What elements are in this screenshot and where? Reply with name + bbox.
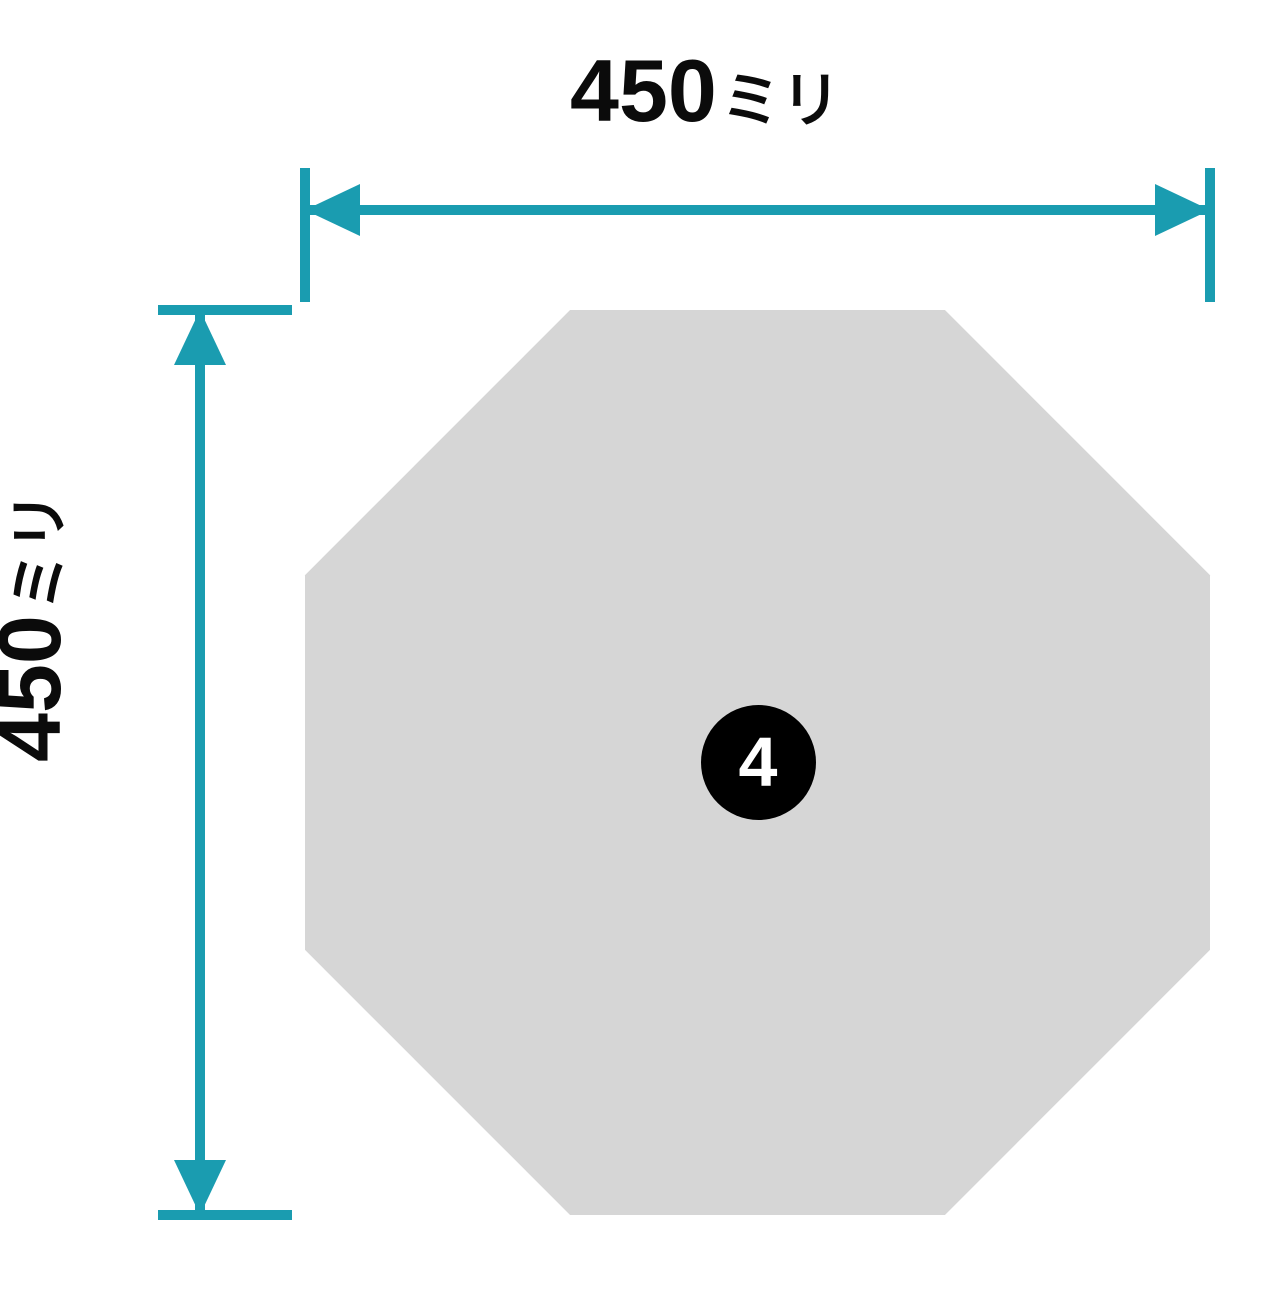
shape-number-badge: 4 — [701, 705, 816, 820]
diagram-svg — [0, 0, 1280, 1309]
shape-number: 4 — [739, 722, 778, 802]
